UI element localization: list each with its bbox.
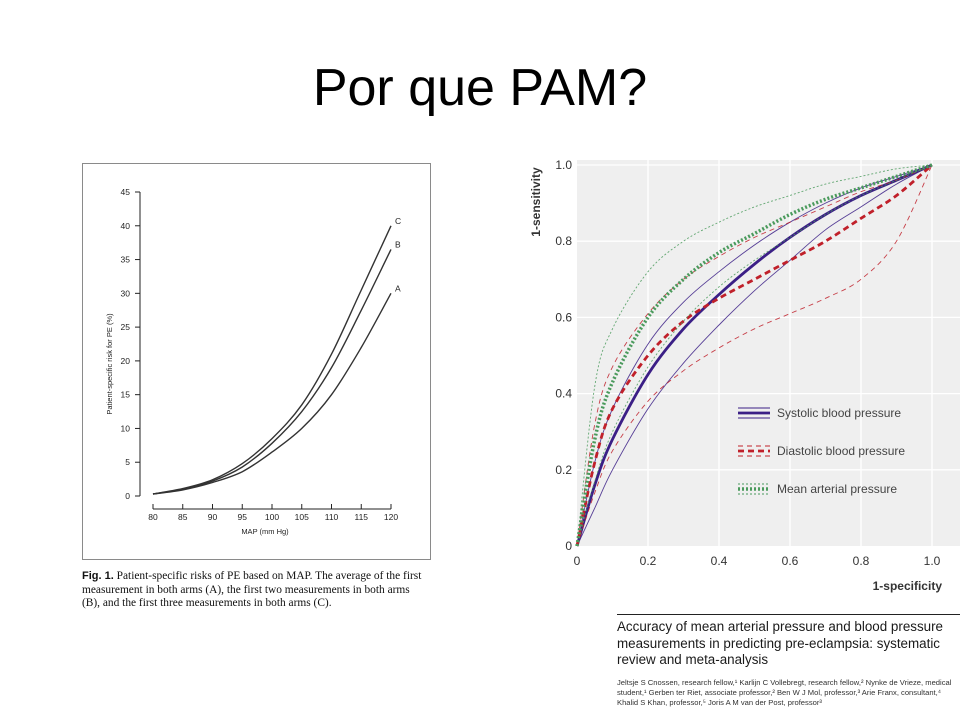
y-tick-label: 15 — [121, 390, 131, 400]
legend-label-diastolic: Diastolic blood pressure — [777, 444, 905, 458]
left-figure-caption: Fig. 1. Patient-specific risks of PE bas… — [82, 570, 427, 611]
risk-curve-b — [152, 249, 392, 495]
map-ci-upper — [576, 164, 933, 547]
x-tick-label: 1.0 — [924, 554, 941, 568]
x-tick-label: 100 — [265, 512, 279, 522]
x-tick-label: 85 — [178, 512, 188, 522]
reference-authors: Jeltsje S Cnossen, research fellow,¹ Kar… — [617, 677, 952, 707]
diastolic-ci-upper — [576, 164, 933, 547]
diastolic-ci-lower — [576, 164, 933, 547]
curve-label-a: A — [395, 283, 401, 293]
x-tick-label: 0.4 — [711, 554, 728, 568]
x-tick-label: 95 — [238, 512, 248, 522]
y-tick-label: 1.0 — [555, 158, 572, 172]
plot-background — [577, 160, 960, 546]
x-tick-label: 105 — [295, 512, 309, 522]
y-tick-label: 35 — [121, 255, 131, 265]
legend-label-systolic: Systolic blood pressure — [777, 406, 901, 420]
y-tick-label: 45 — [121, 187, 131, 197]
y-tick-label: 40 — [121, 221, 131, 231]
x-axis-label: MAP (mm Hg) — [241, 527, 289, 536]
x-tick-label: 0.2 — [640, 554, 657, 568]
legend-label-map: Mean arterial pressure — [777, 482, 897, 496]
diastolic-curve — [575, 163, 933, 547]
systolic-ci-lower — [576, 164, 933, 547]
x-tick-label: 0.8 — [853, 554, 870, 568]
x-tick-label: 120 — [384, 512, 398, 522]
legend: Systolic blood pressure Diastolic blood p… — [738, 406, 905, 496]
y-tick-label: 0 — [125, 491, 130, 501]
x-tick-label: 0.6 — [782, 554, 799, 568]
slide-title: Por que PAM? — [312, 59, 648, 117]
x-tick-label: 0 — [574, 554, 581, 568]
y-tick-label: 0.2 — [555, 463, 572, 477]
x-tick-label: 80 — [148, 512, 158, 522]
y-axis-label: 1-sensitivity — [529, 167, 543, 237]
x-tick-label: 110 — [325, 512, 339, 522]
map-risk-chart: 0 5 10 15 20 25 30 35 40 45 80 85 90 95 100 105 110 115 12… — [105, 187, 401, 536]
curve-label-c: C — [395, 216, 401, 226]
curve-label-b: B — [395, 239, 401, 249]
y-tick-label: 0.4 — [555, 387, 572, 401]
roc-chart: 0 0.2 0.4 0.6 0.8 1.0 0 0.2 0.4 0.6 0.8 1.0 1-specif… — [529, 158, 960, 593]
y-tick-label: 5 — [125, 457, 130, 467]
left-figure-panel: 0 5 10 15 20 25 30 35 40 45 80 85 90 95 100 105 110 115 12… — [82, 163, 431, 560]
y-tick-label: 30 — [121, 288, 131, 298]
x-axis-label: 1-specificity — [873, 579, 943, 593]
risk-curve-c — [152, 225, 392, 495]
y-tick-label: 20 — [121, 356, 131, 366]
y-axis-label: Patient-specific risk for PE (%) — [105, 313, 114, 415]
y-tick-label: 25 — [121, 322, 131, 332]
map-curve — [575, 163, 933, 547]
risk-curve-a — [152, 292, 392, 495]
caption-label: Fig. 1. — [82, 570, 114, 582]
y-tick-label: 0.6 — [555, 310, 572, 324]
reference-block: Accuracy of mean arterial pressure and b… — [617, 614, 960, 708]
caption-text: Patient-specific risks of PE based on MA… — [82, 570, 422, 609]
y-tick-label: 0 — [565, 539, 572, 553]
y-tick-label: 10 — [121, 423, 131, 433]
x-tick-label: 90 — [208, 512, 218, 522]
reference-title: Accuracy of mean arterial pressure and b… — [617, 619, 944, 667]
x-tick-label: 115 — [354, 512, 368, 522]
y-tick-label: 0.8 — [555, 234, 572, 248]
